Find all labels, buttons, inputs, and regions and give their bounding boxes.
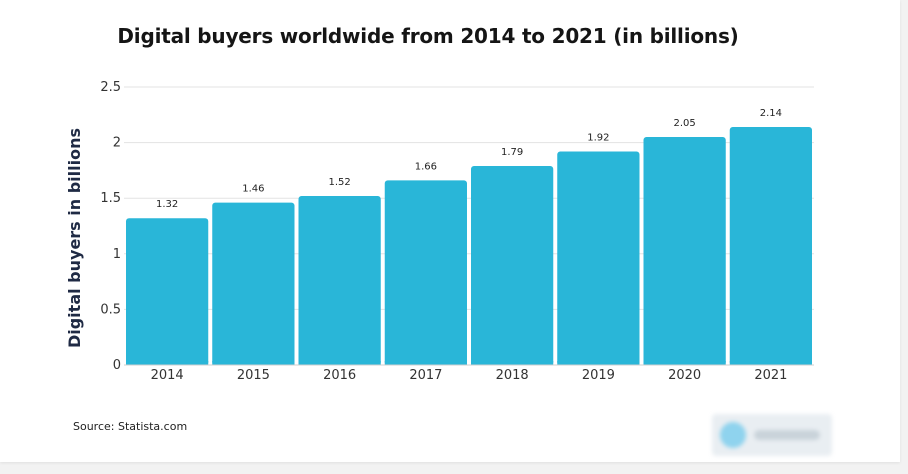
bar-base (126, 361, 209, 365)
source-note: Source: Statista.com (73, 420, 188, 433)
bar (126, 218, 209, 365)
bar (729, 127, 812, 365)
x-tick-label: 2014 (151, 368, 184, 383)
chart-card: Digital buyers worldwide from 2014 to 20… (0, 0, 900, 462)
data-label: 1.92 (587, 132, 609, 143)
bar-base (471, 361, 554, 365)
data-label: 1.52 (328, 177, 350, 188)
bar-base (643, 361, 726, 365)
bar (298, 195, 381, 365)
chart-title: Digital buyers worldwide from 2014 to 20… (117, 24, 739, 48)
bar-base (557, 361, 640, 365)
y-axis-title: Digital buyers in billions (65, 128, 84, 348)
x-tick-label: 2019 (582, 368, 615, 383)
bar (384, 180, 467, 365)
y-tick-label: 0 (113, 358, 121, 373)
x-tick-label: 2018 (496, 368, 529, 383)
y-tick-label: 2.5 (100, 80, 121, 95)
bar (643, 137, 726, 365)
bar (557, 151, 640, 365)
bar-base (384, 361, 467, 365)
blurred-logo-text (754, 430, 820, 440)
x-tick-label: 2017 (409, 368, 442, 383)
bar-base (729, 361, 812, 365)
x-tick-label: 2016 (323, 368, 356, 383)
y-tick-label: 0.5 (100, 302, 121, 317)
bar-base (212, 361, 295, 365)
y-tick-label: 1 (113, 247, 121, 262)
x-tick-label: 2021 (754, 368, 787, 383)
blurred-logo-icon (720, 422, 746, 448)
data-label: 2.05 (673, 118, 695, 129)
x-tick-label: 2015 (237, 368, 270, 383)
x-tick-label: 2020 (668, 368, 701, 383)
y-tick-label: 1.5 (100, 191, 121, 206)
blurred-logo (712, 414, 832, 456)
data-label: 1.66 (415, 161, 437, 172)
y-tick-label: 2 (113, 136, 121, 151)
bar-base (298, 361, 381, 365)
bar (212, 202, 295, 365)
bar (471, 165, 554, 365)
data-label: 2.14 (760, 108, 782, 119)
data-label: 1.46 (242, 184, 264, 195)
data-label: 1.32 (156, 199, 178, 210)
data-label: 1.79 (501, 147, 523, 158)
